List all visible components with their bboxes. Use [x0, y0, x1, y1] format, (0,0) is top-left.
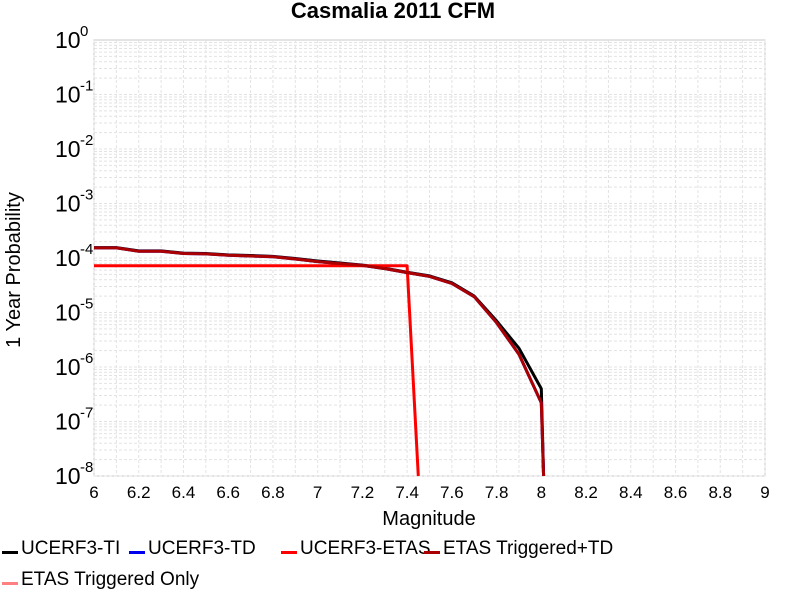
y-tick-label: 10 -1	[55, 78, 93, 108]
y-tick-exponent: -8	[80, 459, 93, 476]
x-tick-label: 6.2	[127, 483, 151, 502]
legend-item: UCERF3-ETAS	[281, 536, 431, 562]
y-tick-exponent: -4	[80, 241, 93, 258]
legend-swatch	[129, 551, 145, 555]
y-tick-base: 10	[55, 191, 81, 217]
y-tick-label: 10 -2	[55, 132, 93, 162]
x-tick-label: 7	[313, 483, 322, 502]
legend-swatch	[424, 551, 440, 555]
y-tick-exponent: -7	[80, 405, 93, 422]
x-tick-label: 7.4	[395, 483, 419, 502]
legend-item: ETAS Triggered Only	[2, 567, 199, 593]
y-tick-label: 10 -4	[55, 241, 93, 271]
legend-label: UCERF3-TI	[21, 538, 121, 559]
series-line-2	[94, 264, 420, 477]
y-tick-base: 10	[55, 82, 81, 108]
legend-item: UCERF3-TI	[2, 536, 120, 562]
x-tick-label: 8.4	[619, 483, 643, 502]
series-line-3	[94, 246, 546, 477]
y-tick-base: 10	[55, 354, 81, 380]
y-tick-base: 10	[55, 136, 81, 162]
x-tick-label: 6.4	[172, 483, 196, 502]
y-tick-label: 10 -7	[55, 405, 93, 435]
y-tick-base: 10	[55, 409, 81, 435]
y-tick-exponent: -6	[80, 350, 93, 367]
x-tick-label: 7.2	[351, 483, 375, 502]
x-tick-label: 6.8	[261, 483, 285, 502]
grid	[93, 40, 766, 477]
legend-item: UCERF3-TD	[129, 536, 256, 562]
x-tick-label: 7.6	[440, 483, 464, 502]
y-tick-label: 10 -5	[55, 296, 93, 326]
y-tick-base: 10	[55, 27, 81, 53]
legend-item: ETAS Triggered+TD	[424, 536, 613, 562]
legend-swatch	[2, 551, 18, 555]
y-tick-exponent: -1	[80, 78, 93, 95]
legend-label: ETAS Triggered Only	[21, 569, 200, 590]
legend-label: UCERF3-ETAS	[300, 538, 431, 559]
x-tick-label: 8.8	[708, 483, 732, 502]
y-tick-base: 10	[55, 245, 81, 271]
x-tick-label: 8.2	[574, 483, 598, 502]
x-tick-label: 8	[537, 483, 546, 502]
y-tick-base: 10	[55, 300, 81, 326]
x-tick-label: 6.6	[216, 483, 240, 502]
x-tick-label: 6	[89, 483, 98, 502]
y-tick-base: 10	[55, 463, 81, 489]
y-tick-exponent: -2	[80, 132, 93, 149]
y-tick-exponent: -3	[80, 187, 93, 204]
legend-label: UCERF3-TD	[148, 538, 256, 559]
y-axis-label: 1 Year Probability	[3, 192, 25, 348]
y-tick-exponent: -5	[80, 296, 93, 313]
y-tick-label: 10 -3	[55, 187, 93, 217]
y-tick-label: 10 0	[55, 23, 88, 53]
legend-swatch	[2, 582, 18, 586]
y-tick-label: 10 -8	[55, 459, 93, 489]
x-tick-label: 9	[760, 483, 769, 502]
y-tick-exponent: 0	[80, 23, 88, 40]
chart-title: Casmalia 2011 CFM	[291, 0, 495, 23]
x-tick-labels: 6 6.2 6.4 6.6 6.8 7 7.2 7.4 7.6 7.8 8 8.2 8.4 8.6 8.8 9	[89, 483, 769, 502]
y-tick-label: 10 -6	[55, 350, 93, 380]
x-tick-label: 8.6	[664, 483, 688, 502]
series-layer	[94, 246, 546, 477]
legend-swatch	[281, 551, 297, 555]
x-axis-label: Magnitude	[382, 508, 475, 530]
legend-label: ETAS Triggered+TD	[443, 538, 614, 559]
x-tick-label: 7.8	[485, 483, 509, 502]
